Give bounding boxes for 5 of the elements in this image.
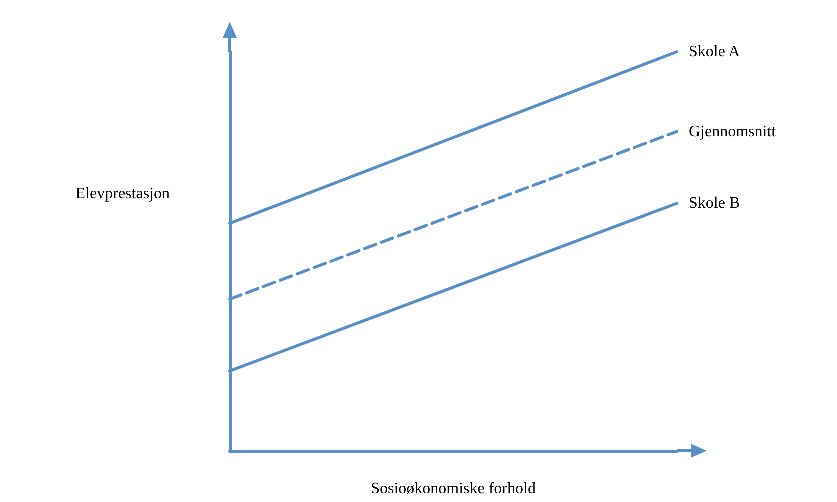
series-label: Skole B [689, 195, 740, 212]
y-axis-title: Elevprestasjon [76, 186, 170, 202]
series-label: Skole A [689, 44, 741, 60]
x-axis-title: Sosioøkonomiske forhold [371, 480, 536, 498]
series-label: Gjennomsnitt [689, 123, 777, 140]
